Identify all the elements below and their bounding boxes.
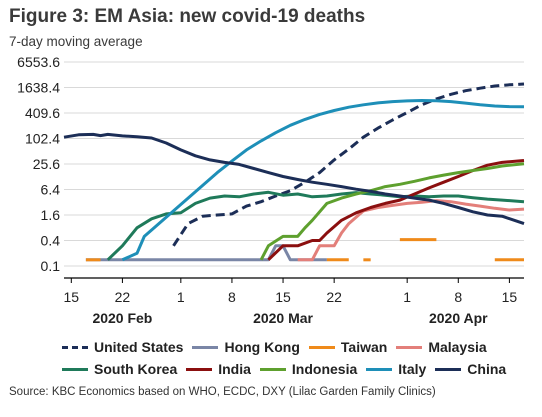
legend-swatch <box>366 367 393 371</box>
x-tick-label: 1 <box>177 289 185 305</box>
y-tick-label: 1.6 <box>41 207 61 223</box>
x-tick-label: 8 <box>454 289 462 305</box>
x-tick-label: 15 <box>64 289 80 305</box>
y-tick-label: 0.1 <box>41 258 61 274</box>
y-tick-label: 1638.4 <box>17 80 60 96</box>
x-tick-label: 15 <box>275 289 291 305</box>
chart-title: Figure 3: EM Asia: new covid-19 deaths <box>9 6 366 27</box>
x-tick-label: 15 <box>502 289 518 305</box>
legend-swatch <box>192 345 219 349</box>
series-line-united-states <box>172 82 525 247</box>
legend-swatch <box>62 367 88 371</box>
y-tick-label: 6553.6 <box>17 54 60 70</box>
x-axis: 15 22 1 8 15 22 1 8 15 2020 Feb 2020 Mar 2020 Apr <box>64 277 524 326</box>
chart-svg: 6553.6 1638.4 409.6 102.4 25.6 6.4 1.6 0.4 0.1 1… <box>17 54 525 326</box>
x-tick-label: 22 <box>326 289 342 305</box>
series-line-malaysia <box>297 199 525 262</box>
source-note: Source: KBC Economics based on WHO, ECDC… <box>9 386 436 398</box>
x-month-label: 2020 Apr <box>429 310 488 326</box>
y-tick-label: 6.4 <box>41 182 61 198</box>
grid-lines <box>64 61 524 267</box>
x-month-label: 2020 Mar <box>253 310 313 326</box>
legend-swatch <box>259 367 286 371</box>
legend-swatch <box>62 345 88 349</box>
legend-label: China <box>467 361 507 377</box>
x-month-label: 2020 Feb <box>92 310 152 326</box>
series-lines <box>63 82 525 262</box>
series-line-italy <box>121 99 525 262</box>
legend-label: Taiwan <box>340 339 388 355</box>
y-tick-label: 409.6 <box>25 105 60 121</box>
legend-item-united-states: United States <box>62 339 183 355</box>
y-tick-label: 0.4 <box>41 233 61 249</box>
legend-item-hong-kong: Hong Kong <box>192 339 300 355</box>
legend-swatch <box>396 345 423 349</box>
legend-item-italy: Italy <box>366 361 426 377</box>
x-tick-label: 22 <box>115 289 131 305</box>
series-line-indonesia <box>259 162 525 261</box>
legend-label: South Korea <box>94 361 178 377</box>
legend-row: South Korea India Indonesia Italy China <box>62 358 532 380</box>
legend-row: United States Hong Kong Taiwan Malaysia <box>62 336 532 358</box>
y-tick-labels: 6553.6 1638.4 409.6 102.4 25.6 6.4 1.6 0.4 0.1 <box>17 54 60 274</box>
legend-item-indonesia: Indonesia <box>259 361 358 377</box>
legend-item-india: India <box>186 361 251 377</box>
legend-label: Malaysia <box>428 339 487 355</box>
y-tick-label: 102.4 <box>25 131 60 147</box>
series-line-south-korea <box>106 190 525 261</box>
chart-subtitle: 7-day moving average <box>9 34 143 49</box>
legend-label: Italy <box>398 361 427 377</box>
y-tick-label: 25.6 <box>33 156 60 172</box>
legend: United States Hong Kong Taiwan Malaysia Sout… <box>62 336 532 380</box>
legend-item-south-korea: South Korea <box>62 361 177 377</box>
legend-label: India <box>218 361 251 377</box>
series-line-china <box>63 132 525 226</box>
legend-label: Indonesia <box>291 361 358 377</box>
legend-label: United States <box>94 339 184 355</box>
legend-swatch <box>308 345 335 349</box>
x-tick-label: 1 <box>403 289 411 305</box>
legend-swatch <box>186 367 213 371</box>
series-line-india <box>267 159 525 261</box>
legend-item-taiwan: Taiwan <box>308 339 388 355</box>
x-tick-label: 8 <box>228 289 236 305</box>
legend-label: Hong Kong <box>224 339 300 355</box>
legend-swatch <box>435 367 462 371</box>
legend-item-china: China <box>435 361 506 377</box>
legend-item-malaysia: Malaysia <box>396 339 487 355</box>
